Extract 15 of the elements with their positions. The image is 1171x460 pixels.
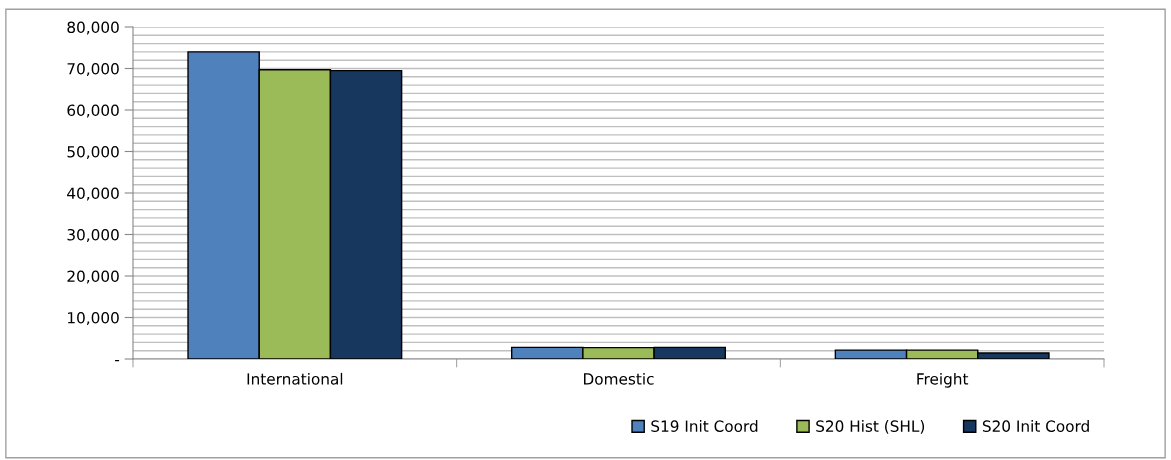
y-tick-label: 30,000 <box>67 228 119 243</box>
x-tick-label: Domestic <box>584 372 654 385</box>
legend-label: S20 Init Coord <box>982 420 1089 432</box>
legend-label: S20 Hist (SHL) <box>816 420 925 434</box>
x-tick-label: International <box>247 372 343 385</box>
y-tick-label: - <box>115 360 120 362</box>
y-tick-label: 40,000 <box>67 187 119 201</box>
y-tick-label: 50,000 <box>67 145 119 160</box>
y-tick-label: 20,000 <box>67 270 119 284</box>
y-tick-label: 60,000 <box>67 104 119 118</box>
legend-label: S19 Init Coord <box>651 420 758 432</box>
y-tick-label: 10,000 <box>68 311 119 326</box>
y-tick-label: 70,000 <box>67 62 119 77</box>
x-tick-label: Freight <box>917 372 969 388</box>
y-tick-label: 80,000 <box>67 21 119 35</box>
